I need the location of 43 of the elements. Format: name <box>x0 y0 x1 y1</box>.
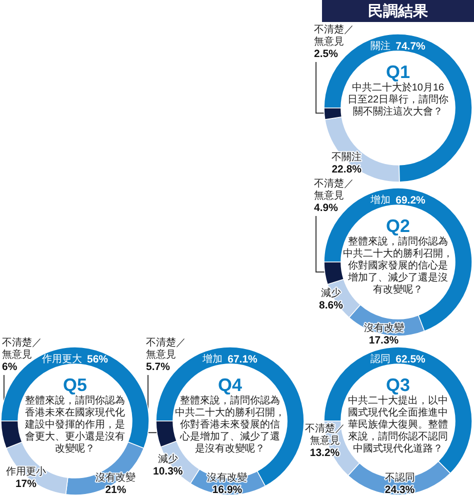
value-label: 13.2% <box>310 447 340 460</box>
value-label: 24.3% <box>384 484 415 496</box>
category-label: 不清楚／無意見 <box>2 338 42 360</box>
subtitle: 中共二十大提出，以中國式現代化全面推進中華民族偉大復興。整體來說，請問你認不認同中國式現代化道路？ <box>348 396 448 454</box>
value-label: 8.6% <box>319 300 343 312</box>
title: 民調結果 <box>368 3 428 20</box>
category-label: 不清楚／無意見 <box>146 338 186 360</box>
category-label: 關注 <box>370 41 391 52</box>
category-label: 不關注 <box>332 152 362 163</box>
category-label: 作用更小 <box>6 466 46 478</box>
subtitle: 中共二十大於10月16日至22日舉行，請問你關不關注這次大會？ <box>347 82 449 118</box>
value-label: 6% <box>2 361 18 373</box>
subtitle: 整體來說，請問你認為中共二十大的勝利召開，你對國家發展的信心是增加了、減少了還是沒有改變呢？ <box>343 236 453 296</box>
title: Q1 <box>386 62 410 82</box>
value-label: 17.3% <box>368 334 399 347</box>
category-label: 不清楚／無意見 <box>314 178 354 202</box>
value-label: 5.7% <box>146 361 170 373</box>
title: Q3 <box>386 375 410 395</box>
category-label: 增加 <box>370 195 391 206</box>
category-label: 減少 <box>158 454 178 465</box>
value-label: 21% <box>105 484 126 496</box>
value-label: 17% <box>15 478 36 490</box>
value-label: 4.9% <box>314 202 338 214</box>
subtitle: 整體來說，請問你認為香港未來在國家現代化建設中發揮的作用，是會更大、更小還是沒有改變呢？ <box>25 396 125 454</box>
subtitle: 整體來說，請問你認為中共二十大的勝利召開，你對香港未來發展的信心是增加了、減少了還是沒有改變呢？ <box>175 396 285 454</box>
title: Q2 <box>386 216 410 236</box>
value-label: 22.8% <box>332 163 362 176</box>
value-label: 67.1% <box>228 354 258 366</box>
value-label: 2.5% <box>314 48 338 60</box>
value-label: 10.3% <box>153 465 183 478</box>
value-label: 16.9% <box>212 484 242 496</box>
category-label: 減少 <box>321 288 341 300</box>
value-label: 56% <box>87 354 108 366</box>
category-label: 不清楚／無意見 <box>304 424 345 447</box>
value-label: 69.2% <box>396 194 426 206</box>
value-label: 74.7% <box>396 40 426 52</box>
category-label: 作用更大 <box>42 354 82 365</box>
category-label: 增加 <box>202 354 223 365</box>
value-label: 62.5% <box>396 354 426 366</box>
title: Q4 <box>218 375 242 395</box>
category-label: 不清楚／無意見 <box>314 24 354 48</box>
title: Q5 <box>63 375 87 395</box>
category-label: 認同 <box>370 354 391 365</box>
